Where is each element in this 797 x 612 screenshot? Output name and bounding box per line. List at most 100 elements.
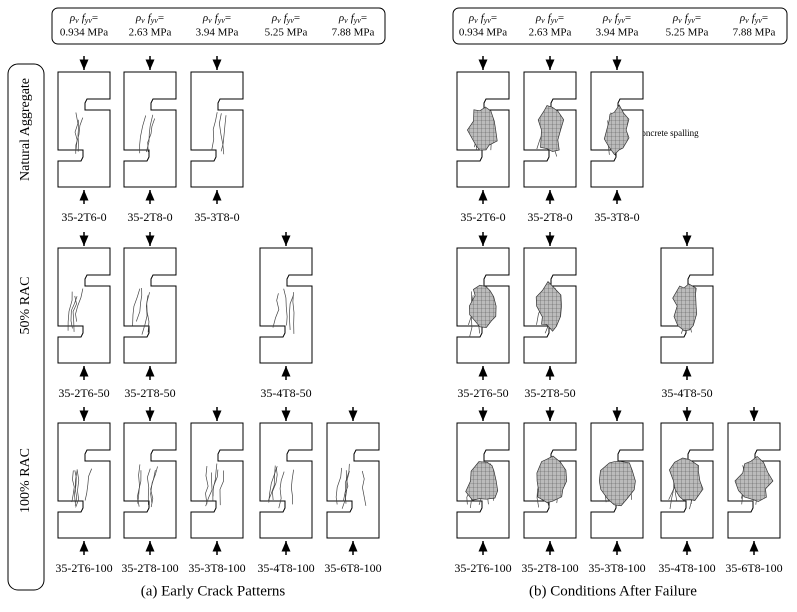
header-symbol: f [615, 12, 620, 24]
crack [139, 115, 147, 154]
crack [75, 117, 84, 154]
specimen-outline [57, 247, 111, 364]
header-symbol: f [82, 12, 87, 24]
crack [272, 293, 280, 328]
crack [212, 469, 219, 501]
crack [84, 468, 92, 501]
specimen-label: 35-4T8-100 [257, 561, 314, 575]
specimen-label: 35-4T8-50 [260, 386, 311, 400]
header-symbol: = [558, 12, 564, 24]
specimen-outline [57, 422, 111, 539]
specimen-label: 35-2T8-0 [527, 210, 572, 224]
row-label: 100% RAC [18, 448, 33, 513]
specimen-label: 35-2T6-100 [454, 561, 511, 575]
header-symbol: yv [353, 16, 362, 25]
row-label: 50% RAC [18, 277, 33, 335]
header-symbol: ρ [672, 12, 678, 24]
specimen-outline [123, 247, 177, 364]
panel-caption: (a) Early Crack Patterns [141, 583, 286, 599]
header-symbol: yv [150, 16, 159, 25]
crack [361, 470, 367, 506]
specimen-label: 35-4T8-100 [658, 561, 715, 575]
crack [74, 470, 77, 503]
crack [205, 466, 209, 505]
header-symbol: ρ [271, 12, 277, 24]
specimen [190, 422, 244, 539]
header-symbol: yv [84, 16, 93, 25]
header-symbol: v [678, 16, 682, 25]
column-value: 2.63 MPa [129, 27, 172, 39]
specimen-label: 35-2T8-100 [121, 561, 178, 575]
column-value: 2.63 MPa [529, 27, 572, 39]
specimen [523, 422, 577, 539]
specimen-outline [326, 422, 380, 539]
crack [278, 471, 285, 509]
column-header-label: ρv fyv= [535, 12, 564, 25]
crack [135, 288, 143, 322]
column-header-label: ρv fyv= [69, 12, 98, 25]
specimen-label: 35-2T6-0 [460, 210, 505, 224]
spalling-area [535, 281, 562, 332]
crack [344, 470, 349, 504]
specimen [57, 71, 111, 188]
header-symbol: ρ [535, 12, 541, 24]
header-symbol: yv [286, 16, 295, 25]
crack [268, 466, 278, 503]
column-header-label: ρv fyv= [338, 12, 367, 25]
crack [77, 119, 79, 152]
spalling-area [603, 104, 630, 156]
header-symbol: f [351, 12, 356, 24]
crack [342, 463, 350, 502]
annotation: concrete spalling [637, 128, 699, 138]
crack [292, 292, 295, 334]
specimen-label: 35-2T6-50 [457, 386, 508, 400]
specimen [190, 71, 244, 188]
column-value: 7.88 MPa [332, 27, 375, 39]
specimen-label: 35-2T6-0 [61, 210, 106, 224]
spalling-area [734, 455, 774, 502]
header-symbol: ρ [338, 12, 344, 24]
specimen [123, 422, 177, 539]
header-symbol: = [158, 12, 164, 24]
spalling-area [465, 461, 499, 501]
header-symbol: f [481, 12, 486, 24]
specimen-label: 35-2T8-100 [521, 561, 578, 575]
specimen-label: 35-2T6-100 [55, 561, 112, 575]
crack [146, 292, 150, 333]
specimen-label: 35-6T8-100 [725, 561, 782, 575]
specimen-label: 35-4T8-50 [661, 386, 712, 400]
crack [335, 467, 342, 505]
crack [267, 465, 276, 502]
column-header-label: ρv fyv= [271, 12, 300, 25]
crack [75, 288, 84, 322]
header-symbol: f [148, 12, 153, 24]
crack [150, 470, 156, 508]
specimen [590, 71, 644, 188]
crack [147, 468, 151, 505]
header-symbol: ρ [69, 12, 75, 24]
crack [283, 288, 288, 326]
specimen [57, 247, 111, 364]
column-value: 0.934 MPa [459, 27, 507, 39]
header-symbol: f [284, 12, 289, 24]
specimen-label: 35-2T6-50 [58, 386, 109, 400]
crack [220, 115, 227, 152]
specimen [123, 71, 177, 188]
panel-caption: (b) Conditions After Failure [529, 583, 697, 599]
header-symbol: v [344, 16, 348, 25]
header-symbol: yv [217, 16, 226, 25]
header-symbol: ρ [602, 12, 608, 24]
header-symbol: f [548, 12, 553, 24]
specimen-label: 35-2T8-50 [124, 386, 175, 400]
specimen [259, 247, 313, 364]
crack [72, 295, 77, 332]
header-symbol: v [745, 16, 749, 25]
specimen-outline [190, 422, 244, 539]
specimen [456, 71, 510, 188]
specimen [660, 422, 714, 539]
specimen-outline [190, 71, 244, 188]
crack [211, 112, 218, 151]
specimen-label: 35-6T8-100 [324, 561, 381, 575]
header-symbol: ρ [202, 12, 208, 24]
crack [288, 295, 294, 330]
